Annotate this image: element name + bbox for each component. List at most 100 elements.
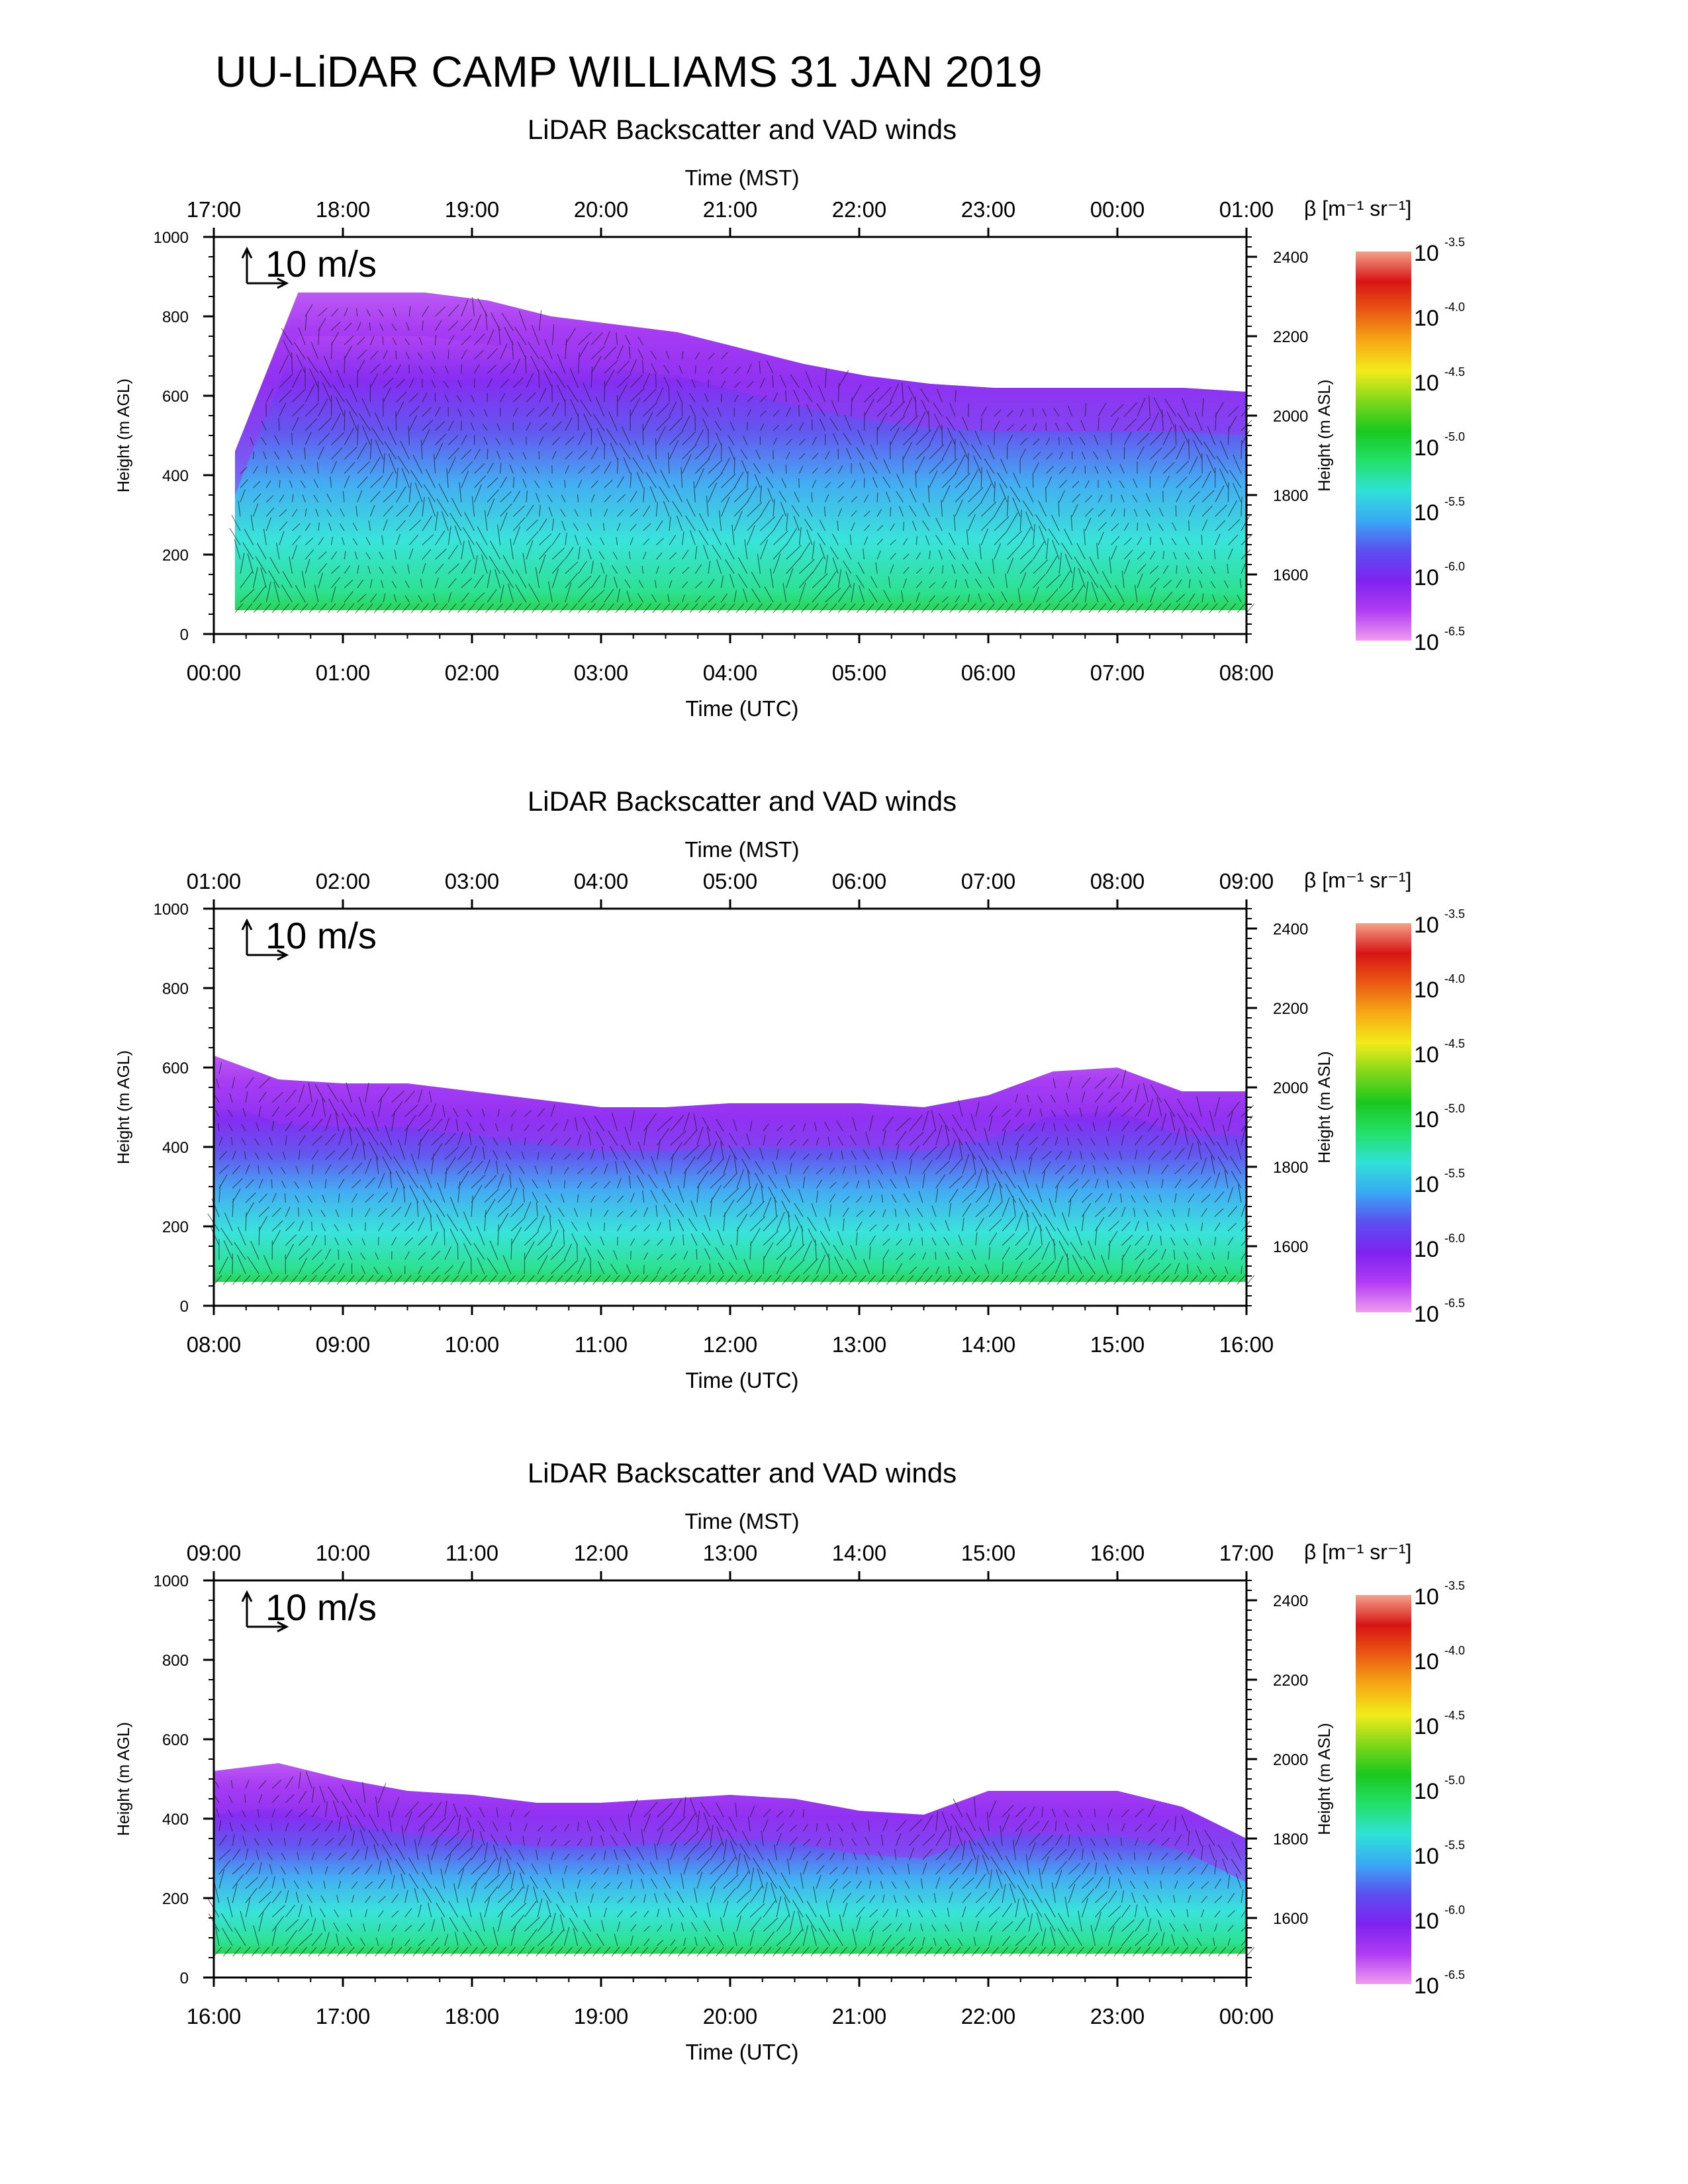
wind-vector (421, 1872, 432, 1889)
wind-vector (378, 309, 384, 317)
wind-vector (518, 1177, 525, 1189)
wind-vector (1231, 1858, 1242, 1875)
wind-vector (864, 510, 870, 517)
wind-vector (554, 1275, 563, 1285)
wind-vector (786, 439, 792, 445)
wind-vector (604, 1882, 610, 1889)
wind-vector (857, 1946, 867, 1957)
wind-vector (869, 1210, 876, 1217)
wind-vector (747, 525, 755, 545)
wind-vector (469, 1275, 478, 1285)
wind-vector (617, 1882, 623, 1889)
wind-vector (837, 508, 843, 517)
y-tick-label: 200 (162, 547, 189, 565)
wind-vector (851, 1822, 857, 1832)
wind-vector (1067, 405, 1073, 417)
wind-vector (974, 562, 982, 574)
wind-vector (369, 439, 372, 460)
wind-vector (922, 1111, 929, 1132)
wind-vector (521, 466, 527, 474)
wind-vector (1004, 1171, 1016, 1189)
wind-vector (867, 1946, 876, 1957)
wind-vector (338, 1835, 346, 1846)
wind-vector (408, 415, 418, 432)
wind-vector (683, 1857, 690, 1875)
wind-vector (968, 502, 982, 517)
wind-vector (434, 443, 444, 460)
wind-vector (1188, 1179, 1198, 1189)
panel-title: LiDAR Backscatter and VAD winds (528, 1457, 957, 1488)
wind-vector (536, 1202, 538, 1217)
wind-vector (431, 1937, 439, 1946)
wind-vector (1145, 1180, 1149, 1189)
wind-vector (457, 1829, 469, 1846)
wind-vector (1237, 1946, 1246, 1957)
wind-vector (630, 1210, 637, 1218)
wind-vector (1170, 1275, 1179, 1285)
wind-vector (988, 1888, 1000, 1903)
wind-vector (1088, 1240, 1096, 1260)
wind-vector (242, 1946, 251, 1957)
wind-vector (263, 1255, 273, 1275)
wind-vector (319, 370, 332, 388)
wind-vector (431, 1232, 438, 1246)
wind-vector (1022, 500, 1034, 517)
wind-vector (1174, 1867, 1182, 1875)
wind-vector (311, 1786, 314, 1803)
wind-vector (1227, 1910, 1236, 1918)
wind-vector (915, 567, 923, 574)
wind-vector (628, 551, 631, 560)
wind-vector (768, 1186, 777, 1203)
wind-vector (789, 1152, 796, 1160)
wind-vector (868, 588, 878, 603)
wind-vector (675, 1203, 684, 1217)
wind-vector (1068, 1077, 1072, 1089)
wind-vector (301, 570, 306, 588)
wind-vector (676, 379, 683, 388)
wind-vector (485, 311, 488, 331)
wind-vector (490, 1834, 498, 1846)
wind-vector (1041, 1122, 1045, 1132)
wind-vector (786, 528, 798, 545)
x-tick-label: 06:00 (961, 660, 1016, 685)
wind-vector (804, 518, 813, 531)
wind-vector (536, 1850, 538, 1860)
wind-vector (561, 1878, 565, 1889)
wind-vector (365, 1208, 371, 1217)
wind-vector (1232, 482, 1242, 503)
wind-vector (778, 490, 787, 503)
wind-vector (1161, 1132, 1172, 1146)
wind-vector (253, 480, 261, 488)
wind-vector (763, 1917, 778, 1932)
wind-vector (1184, 537, 1190, 545)
wind-vector (406, 322, 410, 331)
wind-vector (842, 1893, 852, 1903)
wind-vector (670, 1939, 676, 1946)
wind-vector (461, 364, 462, 374)
wind-vector (1162, 603, 1172, 614)
wind-vector (708, 596, 716, 603)
wind-vector (988, 1105, 998, 1117)
wind-vector (466, 1817, 472, 1832)
wind-scale-label: 10 m/s (265, 1586, 377, 1628)
wind-vector (1135, 1120, 1146, 1132)
wind-vectors (207, 1771, 1255, 1957)
wind-vector (1214, 1208, 1224, 1218)
wind-vector (650, 1878, 658, 1889)
wind-vector (512, 407, 518, 417)
wind-vector (1081, 1212, 1085, 1232)
wind-vector (776, 1810, 784, 1818)
wind-vector (655, 426, 666, 445)
wind-vector (346, 603, 355, 614)
wind-vector (473, 448, 481, 460)
wind-vector (655, 520, 663, 531)
wind-vector (690, 1922, 698, 1932)
wind-vector (540, 355, 553, 374)
wind-vector (863, 1259, 870, 1275)
wind-vector (683, 1844, 697, 1860)
wind-vector (1063, 1809, 1069, 1817)
wind-vector (643, 1252, 649, 1260)
wind-vector (517, 341, 527, 360)
wind-vector (1201, 490, 1215, 503)
wind-vector (305, 432, 312, 445)
